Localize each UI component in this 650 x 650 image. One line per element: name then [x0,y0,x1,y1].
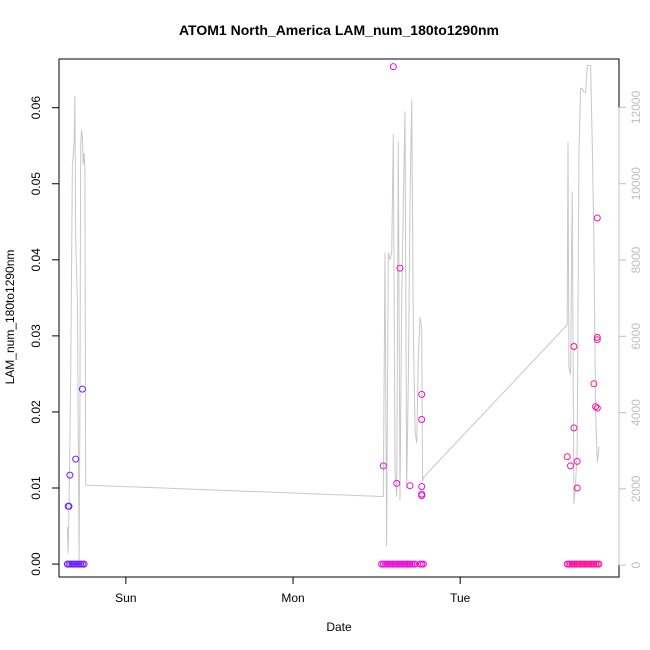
data-point [80,560,88,568]
secondary-y-tick-label: 6000 [629,323,643,350]
secondary-y-tick-label: 10000 [629,167,643,201]
data-point [406,482,414,490]
secondary-y-tick-label: 4000 [629,399,643,426]
data-point [570,343,578,350]
data-point [65,502,73,510]
secondary-series-line [66,65,600,562]
data-point [418,416,426,423]
data-point [573,457,581,465]
x-axis-label: Date [326,620,352,634]
data-point [419,560,427,568]
data-point [593,214,601,222]
y-axis: 0.00 0.01 0.02 0.03 0.04 0.05 0.06 [29,96,60,576]
y-tick-label: 0.00 [29,552,43,576]
data-point [418,483,426,490]
points-layer [63,63,603,568]
y-tick-label: 0.02 [29,400,43,424]
data-point [593,336,601,344]
data-point [595,560,603,568]
data-point [396,264,404,272]
secondary-line-layer [66,65,600,562]
y-tick-label: 0.04 [29,248,43,272]
secondary-y-tick-label: 2000 [629,475,643,502]
x-tick-label: Mon [281,591,304,605]
data-point [72,455,80,463]
data-point [418,390,426,398]
data-point [570,424,578,432]
data-point [563,453,571,461]
data-point [573,484,581,492]
x-axis: Sun Mon Tue [115,576,471,605]
y-axis-label: LAM_num_180to1290nm [3,250,17,385]
secondary-y-tick-label: 8000 [629,246,643,273]
secondary-y-tick-label: 12000 [629,90,643,124]
data-point [389,63,397,71]
data-point [592,403,600,411]
y-tick-label: 0.03 [29,324,43,348]
y-tick-label: 0.06 [29,96,43,120]
data-point [593,333,601,341]
data-point [66,471,74,479]
data-point [78,385,86,393]
secondary-y-tick-label: 0 [629,562,643,569]
x-tick-label: Sun [115,591,136,605]
data-point [411,560,419,568]
y-tick-label: 0.01 [29,476,43,500]
data-point [393,479,401,487]
data-point [590,380,598,388]
data-point [418,492,426,500]
plot-area [58,58,620,578]
data-point [593,404,601,412]
secondary-y-axis: 0 2000 4000 6000 8000 10000 12000 [618,90,643,569]
chart-title: ATOM1 North_America LAM_num_180to1290nm [179,22,499,38]
data-point [567,462,574,470]
y-tick-label: 0.05 [29,172,43,196]
x-tick-label: Tue [450,591,471,605]
data-point [379,462,387,470]
